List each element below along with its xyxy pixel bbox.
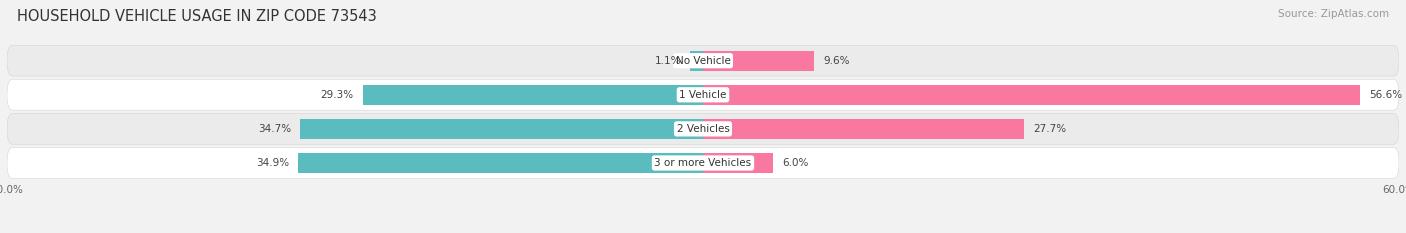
Bar xyxy=(703,119,1025,139)
Bar xyxy=(298,153,703,173)
FancyBboxPatch shape xyxy=(7,148,1399,178)
Bar xyxy=(301,119,703,139)
Text: 1.1%: 1.1% xyxy=(654,56,681,66)
Text: 29.3%: 29.3% xyxy=(321,90,354,100)
Text: 3 or more Vehicles: 3 or more Vehicles xyxy=(654,158,752,168)
Bar xyxy=(703,85,1360,105)
Text: 1 Vehicle: 1 Vehicle xyxy=(679,90,727,100)
Bar xyxy=(703,51,814,71)
Text: No Vehicle: No Vehicle xyxy=(675,56,731,66)
Bar xyxy=(363,85,703,105)
FancyBboxPatch shape xyxy=(7,45,1399,76)
Text: 34.7%: 34.7% xyxy=(259,124,291,134)
FancyBboxPatch shape xyxy=(7,79,1399,110)
Text: 27.7%: 27.7% xyxy=(1033,124,1067,134)
Bar xyxy=(690,51,703,71)
Text: 56.6%: 56.6% xyxy=(1369,90,1402,100)
Text: 6.0%: 6.0% xyxy=(782,158,808,168)
Text: 2 Vehicles: 2 Vehicles xyxy=(676,124,730,134)
Text: 9.6%: 9.6% xyxy=(824,56,851,66)
Bar xyxy=(703,153,773,173)
Text: HOUSEHOLD VEHICLE USAGE IN ZIP CODE 73543: HOUSEHOLD VEHICLE USAGE IN ZIP CODE 7354… xyxy=(17,9,377,24)
Text: 34.9%: 34.9% xyxy=(256,158,288,168)
FancyBboxPatch shape xyxy=(7,113,1399,144)
Text: Source: ZipAtlas.com: Source: ZipAtlas.com xyxy=(1278,9,1389,19)
